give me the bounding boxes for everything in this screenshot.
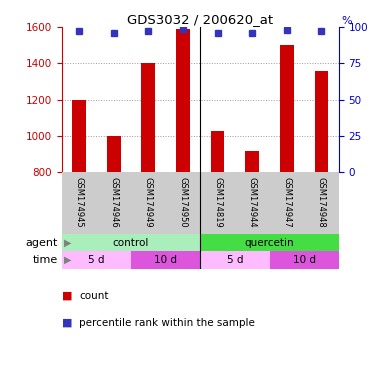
Text: ▶: ▶	[64, 255, 71, 265]
Bar	[107, 136, 121, 172]
Bar	[62, 252, 131, 269]
Text: ▶: ▶	[64, 238, 71, 248]
Text: GSM174946: GSM174946	[109, 177, 118, 228]
Bar	[141, 63, 155, 172]
Text: 10 d: 10 d	[293, 255, 316, 265]
Text: 5 d: 5 d	[88, 255, 104, 265]
Bar	[200, 252, 270, 269]
Text: quercetin: quercetin	[245, 238, 294, 248]
Text: GSM174945: GSM174945	[74, 177, 84, 228]
Text: ■: ■	[62, 291, 72, 301]
Bar	[245, 151, 259, 172]
Text: time: time	[32, 255, 58, 265]
Bar	[72, 100, 86, 172]
Text: count: count	[79, 291, 109, 301]
Bar	[62, 234, 200, 252]
Text: GSM174944: GSM174944	[248, 177, 257, 228]
Bar	[211, 131, 224, 172]
Text: 5 d: 5 d	[227, 255, 243, 265]
Text: 10 d: 10 d	[154, 255, 177, 265]
Bar	[270, 252, 339, 269]
Text: GSM174950: GSM174950	[178, 177, 187, 228]
Text: ■: ■	[62, 318, 72, 328]
Text: control: control	[113, 238, 149, 248]
Title: GDS3032 / 200620_at: GDS3032 / 200620_at	[127, 13, 273, 26]
Text: %: %	[341, 16, 352, 26]
Text: agent: agent	[25, 238, 58, 248]
Text: GSM174949: GSM174949	[144, 177, 153, 228]
Text: GSM174819: GSM174819	[213, 177, 222, 228]
Bar	[315, 71, 328, 172]
Text: GSM174947: GSM174947	[282, 177, 291, 228]
Text: GSM174948: GSM174948	[317, 177, 326, 228]
Bar	[176, 29, 190, 172]
Bar	[200, 234, 339, 252]
Bar	[280, 45, 294, 172]
Text: percentile rank within the sample: percentile rank within the sample	[79, 318, 255, 328]
Bar	[131, 252, 200, 269]
